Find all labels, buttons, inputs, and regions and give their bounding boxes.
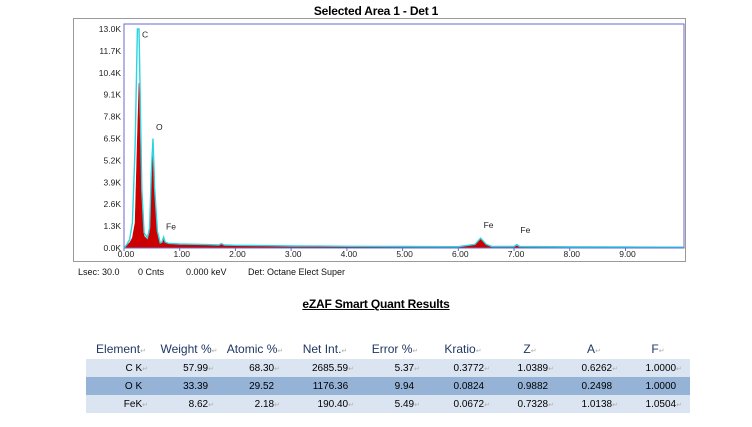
- y-tick-label: 5.2K: [104, 155, 122, 165]
- spectrum-frame: [73, 18, 686, 262]
- col-z: Z↵: [523, 342, 537, 356]
- table-cell: 33.39↵: [156, 377, 222, 395]
- table-cell: 5.49↵: [362, 395, 428, 413]
- col-error: Error %↵: [371, 342, 419, 356]
- col-f: F↵: [651, 342, 665, 356]
- table-cell: 1.0000↵: [626, 359, 690, 377]
- table-cell: 57.99↵: [156, 359, 222, 377]
- table-cell: 190.40↵: [288, 395, 362, 413]
- table-cell: 0.0672↵: [428, 395, 498, 413]
- table-cell: 1.0504↵: [626, 395, 690, 413]
- y-tick-label: 1.3K: [104, 221, 122, 231]
- y-tick-label: 0.0K: [104, 243, 122, 253]
- y-tick-label: 7.8K: [104, 112, 122, 122]
- y-tick-label: 11.7K: [99, 46, 121, 56]
- x-tick-label: 5.00: [396, 249, 413, 259]
- table-cell: 2.18↵: [222, 395, 288, 413]
- table-cell: 5.37↵: [362, 359, 428, 377]
- table-cell: 1176.36↵: [288, 377, 362, 395]
- x-tick-label: 3.00: [285, 249, 302, 259]
- col-weight: Weight %↵: [160, 342, 218, 356]
- x-tick-label: 1.00: [173, 249, 190, 259]
- results-header-row: Element↵ Weight %↵ Atomic %↵ Net Int.↵ E…: [86, 339, 690, 359]
- spectrum-fill: [123, 82, 685, 249]
- table-cell: 1.0000↵: [626, 377, 690, 395]
- y-tick-label: 10.4K: [99, 68, 122, 78]
- peak-label: Fe: [166, 221, 176, 231]
- y-tick-label: 13.0K: [99, 24, 122, 34]
- peak-label: Fe: [484, 220, 494, 230]
- table-cell: C K↵: [86, 359, 156, 377]
- table-row: C K↵ 57.99↵ 68.30↵ 2685.59↵ 5.37↵ 0.3772…: [86, 359, 690, 377]
- col-atomic: Atomic %↵: [226, 342, 284, 356]
- table-cell: 29.52↵: [222, 377, 288, 395]
- x-tick-label: 4.00: [341, 249, 358, 259]
- table-row: O K↵ 33.39↵ 29.52↵ 1176.36↵ 9.94↵ 0.0824…: [86, 377, 690, 395]
- peak-label: C: [142, 29, 148, 39]
- table-cell: 8.62↵: [156, 395, 222, 413]
- peak-label: O: [156, 122, 163, 132]
- table-cell: 9.94↵: [362, 377, 428, 395]
- table-cell: 1.0389↵: [498, 359, 562, 377]
- y-tick-label: 6.5K: [104, 134, 122, 144]
- col-element: Element↵: [96, 342, 146, 356]
- col-netint: Net Int.↵: [302, 342, 348, 356]
- results-title: eZAF Smart Quant Results: [302, 297, 450, 311]
- table-cell: 0.0824↵: [428, 377, 498, 395]
- chart-title: Selected Area 1 - Det 1: [313, 4, 439, 18]
- spectrum-line: [123, 28, 685, 249]
- x-tick-label: 2.00: [229, 249, 246, 259]
- table-row: FeK↵ 8.62↵ 2.18↵ 190.40↵ 5.49↵ 0.0672↵ 0…: [86, 395, 690, 413]
- table-cell: 0.6262↵: [562, 359, 626, 377]
- y-tick-label: 9.1K: [104, 90, 122, 100]
- status-lsec: Lsec: 30.0: [78, 267, 120, 277]
- table-cell: FeK↵: [86, 395, 156, 413]
- col-a: A↵: [587, 342, 601, 356]
- table-cell: 0.7328↵: [498, 395, 562, 413]
- y-tick-label: 2.6K: [104, 199, 122, 209]
- table-cell: 0.2498↵: [562, 377, 626, 395]
- status-detector: Det: Octane Elect Super: [248, 267, 346, 277]
- status-kev: 0.000 keV: [186, 267, 227, 277]
- table-cell: 0.3772↵: [428, 359, 498, 377]
- x-tick-label: 8.00: [563, 249, 580, 259]
- table-cell: 68.30↵: [222, 359, 288, 377]
- status-counts: 0 Cnts: [138, 267, 165, 277]
- table-cell: 0.9882↵: [498, 377, 562, 395]
- table-cell: O K↵: [86, 377, 156, 395]
- table-cell: 1.0138↵: [562, 395, 626, 413]
- x-tick-label: 0.00: [118, 249, 135, 259]
- y-tick-label: 3.9K: [104, 177, 122, 187]
- col-kratio: Kratio↵: [444, 342, 482, 356]
- x-tick-label: 7.00: [508, 249, 525, 259]
- peak-label: Fe: [520, 225, 530, 235]
- results-table: Element↵ Weight %↵ Atomic %↵ Net Int.↵ E…: [86, 339, 690, 413]
- x-tick-label: 6.00: [452, 249, 469, 259]
- table-cell: 2685.59↵: [288, 359, 362, 377]
- x-tick-label: 9.00: [619, 249, 636, 259]
- plot-area: [123, 23, 685, 249]
